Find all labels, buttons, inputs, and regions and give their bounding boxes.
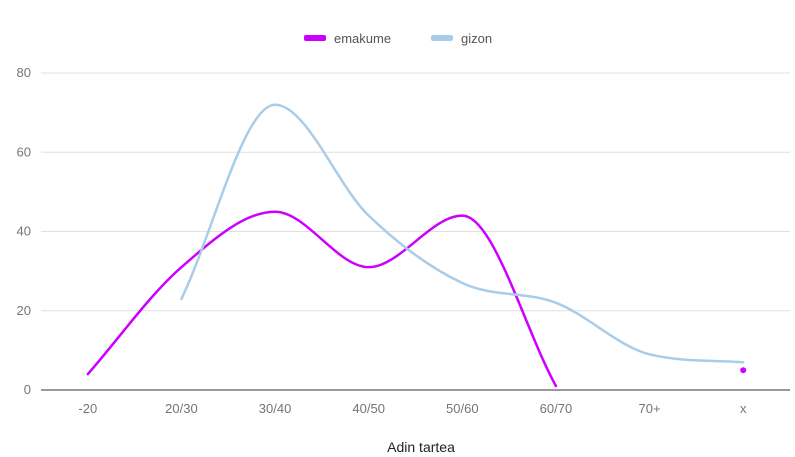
x-tick-label: 50/60 bbox=[446, 401, 479, 416]
legend-label-gizon: gizon bbox=[461, 31, 492, 46]
y-tick-label: 0 bbox=[24, 382, 31, 397]
y-axis: 0 20 40 60 80 bbox=[17, 65, 31, 397]
y-tick-label: 40 bbox=[17, 224, 31, 239]
x-tick-label: 70+ bbox=[639, 401, 661, 416]
grid-lines bbox=[41, 72, 790, 391]
series-emakume-line bbox=[86, 210, 558, 388]
x-tick-label: 30/40 bbox=[259, 401, 292, 416]
x-tick-label: 40/50 bbox=[352, 401, 385, 416]
legend: emakume gizon bbox=[304, 31, 492, 46]
y-tick-label: 20 bbox=[17, 303, 31, 318]
x-tick-label: -20 bbox=[78, 401, 97, 416]
series-emakume-point bbox=[740, 367, 747, 374]
y-tick-label: 60 bbox=[17, 144, 31, 159]
x-tick-label: 20/30 bbox=[165, 401, 198, 416]
x-tick-label: 60/70 bbox=[540, 401, 573, 416]
x-axis-title: Adin tartea bbox=[387, 439, 455, 455]
series-gizon-line bbox=[180, 103, 745, 364]
legend-label-emakume: emakume bbox=[334, 31, 391, 46]
x-tick-label: x bbox=[740, 401, 747, 416]
legend-swatch-gizon bbox=[431, 35, 453, 41]
legend-swatch-emakume bbox=[304, 35, 326, 41]
series-group bbox=[86, 103, 747, 388]
y-tick-label: 80 bbox=[17, 65, 31, 80]
x-axis: -20 20/30 30/40 40/50 50/60 60/70 70+ x bbox=[78, 401, 747, 416]
